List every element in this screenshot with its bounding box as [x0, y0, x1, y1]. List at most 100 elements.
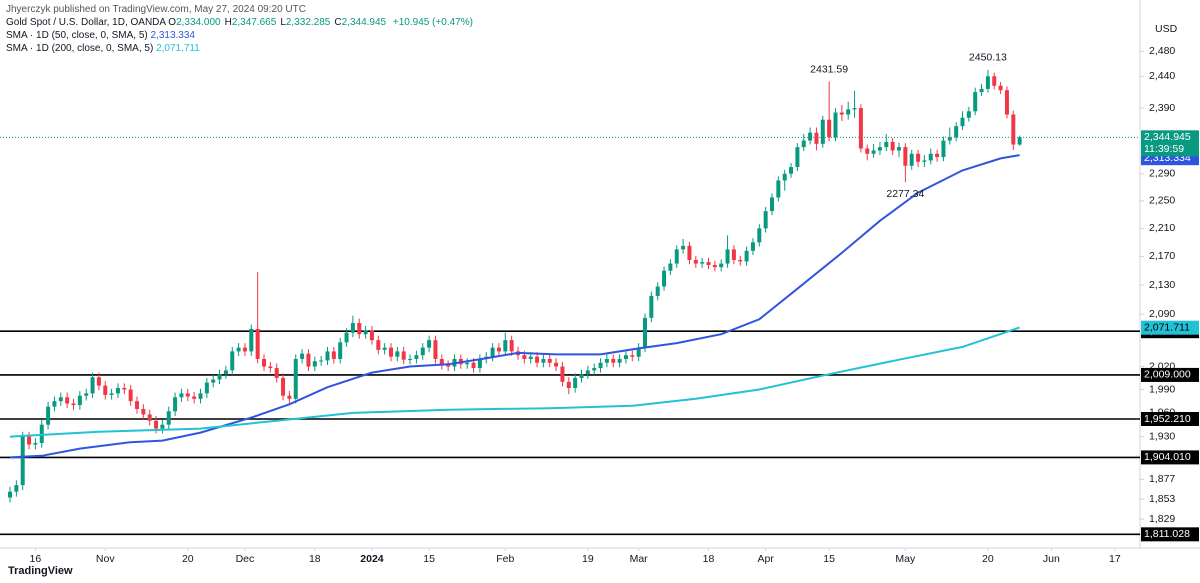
level-label: 1,952.210 [1144, 413, 1191, 425]
candle-body [554, 362, 559, 367]
candle-body [173, 397, 178, 412]
candle-body [579, 374, 584, 378]
candle-body [71, 403, 76, 406]
x-tick-label: Apr [757, 553, 774, 565]
candle-body [662, 270, 667, 287]
candle-body [408, 358, 413, 360]
x-tick-label: 18 [309, 553, 321, 565]
candle-body [522, 355, 527, 359]
candle-body [846, 109, 851, 115]
candle-body [795, 147, 800, 168]
candle-body [623, 355, 628, 359]
ohlc: O2,334.000 H2,347.665 L2,332.285 C2,344.945 [168, 17, 390, 28]
x-tick-label: Dec [236, 553, 255, 565]
candle-body [369, 330, 374, 341]
ohlc-key: L [280, 17, 286, 28]
candle-body [96, 377, 101, 386]
x-tick-label: 20 [982, 553, 994, 565]
legend-value: 2,313.334 [150, 30, 196, 41]
candle-body [255, 328, 260, 359]
legend-name: SMA · 1D (200, close, 0, SMA, 5) [6, 43, 154, 54]
ohlc-key: O [168, 17, 177, 28]
x-tick-label: 15 [423, 553, 435, 565]
candle-body [439, 358, 444, 366]
candle-body [268, 366, 273, 369]
level-box [1141, 450, 1199, 465]
candle-body [509, 340, 514, 352]
candle-body [312, 361, 317, 367]
candle-body [566, 381, 571, 388]
candle-body [192, 396, 197, 399]
y-tick-label: 2,130 [1149, 279, 1175, 291]
candle-body [46, 406, 51, 425]
candle-body [376, 340, 381, 350]
candle-body [592, 368, 597, 371]
candle-body [700, 262, 705, 264]
candle-body [604, 358, 609, 363]
candle-body [922, 160, 927, 162]
last-price-label: 2,344.945 [1144, 131, 1191, 143]
candle-body [947, 137, 952, 141]
candle-body [236, 347, 241, 352]
candle-body [135, 401, 139, 409]
legend-value: 2,071.711 [156, 43, 200, 54]
candle-body [731, 249, 736, 261]
candle-body [954, 126, 959, 138]
sma-label: 2,071.711 [1144, 321, 1190, 333]
legend: SMA · 1D (50, close, 0, SMA, 5) 2,313.33… [6, 29, 473, 55]
candle-body [897, 147, 901, 151]
level-label: 2,009.000 [1144, 369, 1191, 381]
candle-body [147, 414, 152, 421]
x-tick-label: Nov [96, 553, 115, 565]
candle-body [541, 358, 546, 363]
candle-body [141, 408, 146, 415]
footer: TradingView [8, 565, 73, 577]
candle-body [293, 358, 298, 399]
candle-body [179, 393, 184, 398]
x-tick-label: May [895, 553, 916, 565]
candle-body [39, 424, 44, 443]
candle-body [909, 153, 914, 166]
candle-body [217, 374, 222, 380]
y-tick-label: 1,853 [1149, 493, 1175, 505]
legend-name: SMA · 1D (50, close, 0, SMA, 5) [6, 30, 148, 41]
candle-body [630, 355, 635, 357]
candle-body [122, 387, 127, 390]
candle-body [420, 347, 425, 356]
candle-body [611, 358, 616, 363]
publisher: Jhyerczyk published on TradingView.com, … [6, 4, 306, 15]
x-tick-label: Jun [1043, 553, 1060, 565]
candle-body [725, 249, 730, 264]
candle-body [916, 153, 921, 162]
candle-body [204, 382, 209, 394]
candle-body [274, 368, 279, 378]
candle-body [33, 442, 38, 445]
candle-body [636, 347, 641, 357]
candle-body [985, 76, 990, 89]
candle-body [827, 119, 832, 138]
candle-body [528, 356, 533, 359]
countdown-label: 11:39:59 [1144, 143, 1184, 155]
x-tick-label: 18 [703, 553, 715, 565]
candle-body [128, 389, 133, 402]
candle-body [325, 351, 330, 361]
y-tick-label: 2,250 [1149, 195, 1175, 207]
ohlc-value: 2,347.665 [231, 17, 277, 28]
y-tick-label: 1,930 [1149, 430, 1175, 442]
candle-body [681, 245, 686, 250]
candle-body [319, 360, 324, 362]
candle-body [223, 370, 228, 375]
candle-body [211, 379, 216, 383]
candle-body [389, 347, 393, 357]
header: Jhyerczyk published on TradingView.com, … [6, 3, 473, 55]
y-tick-label: 2,290 [1149, 168, 1175, 180]
candle-body [198, 393, 203, 399]
candle-body [52, 401, 57, 407]
candle-body [839, 112, 844, 115]
level-box [1141, 527, 1199, 542]
candle-body [58, 397, 63, 402]
price-annotation: 2277.34 [886, 188, 924, 200]
price-annotation: 2431.59 [810, 63, 848, 75]
candle-body [382, 347, 387, 350]
candle-body [998, 85, 1003, 91]
